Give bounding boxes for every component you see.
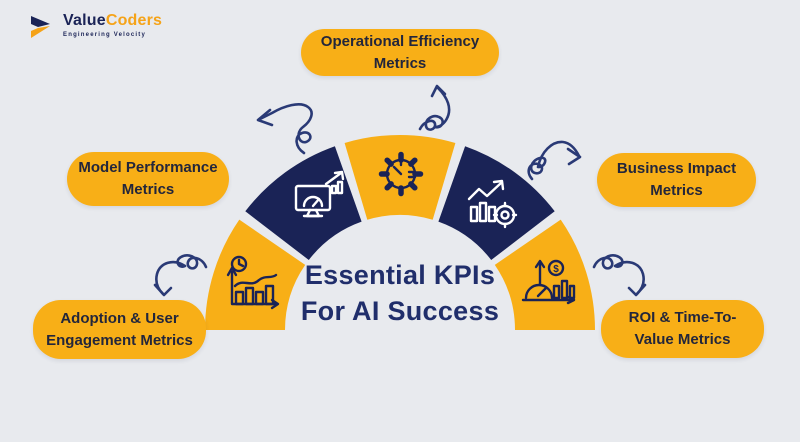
pill-label-line: Operational Efficiency [320,32,480,50]
doodle-arrow-roi [592,254,647,297]
pill-model-performance-metrics: Model Performance Metrics [67,152,229,206]
doodle-arrow-adoption [153,254,208,297]
pill-adoption-user-engagement-metrics: Adoption & User Engagement Metrics [33,300,206,359]
logo-brand-coders: Coders [105,12,163,29]
page-title-line1: Essential KPIs [304,260,496,290]
pill-business-impact-metrics: Business Impact Metrics [597,153,756,207]
segment-operational-efficiency [344,134,456,220]
gear-gauge-icon [378,151,424,197]
pill-label-line: Model Performance [78,159,218,177]
trend-target-icon [467,179,518,229]
page-title-line2: For AI Success [300,296,500,326]
pill-roi-time-to-value-metrics: ROI & Time-To- Value Metrics [601,300,764,358]
pill-operational-efficiency-metrics: Operational Efficiency Metrics [301,29,499,76]
doodle-arrow-operational [418,84,451,131]
pill-label-line: Adoption & User [60,309,179,327]
pill-label-line: Engagement Metrics [46,331,193,349]
pill-label-line: Business Impact [616,160,737,178]
pill-label-line: Metrics [121,181,175,198]
pill-label-line: Metrics [650,182,703,199]
logo-tagline: Engineering Velocity [63,31,147,38]
pill-label-line: Value Metrics [634,331,731,348]
segment-business-impact [438,146,555,260]
doodle-arrow-business [527,140,582,181]
bar-chart-clock-icon [226,255,280,310]
logo-brand-value: Value [63,12,106,29]
valuecoders-logo-icon [31,16,50,38]
valuecoders-logo: ValueCoders Engineering Velocity [30,12,162,40]
doodle-arrow-model [256,103,313,155]
gauge-dollar-icon: $ [521,259,576,305]
monitor-gauge-icon [294,170,345,218]
dollar-sign-glyph: $ [553,264,559,275]
pill-label-line: ROI & Time-To- [628,309,737,327]
segment-adoption-user-engagement [205,219,306,330]
pill-label-line: Metrics [373,54,427,72]
